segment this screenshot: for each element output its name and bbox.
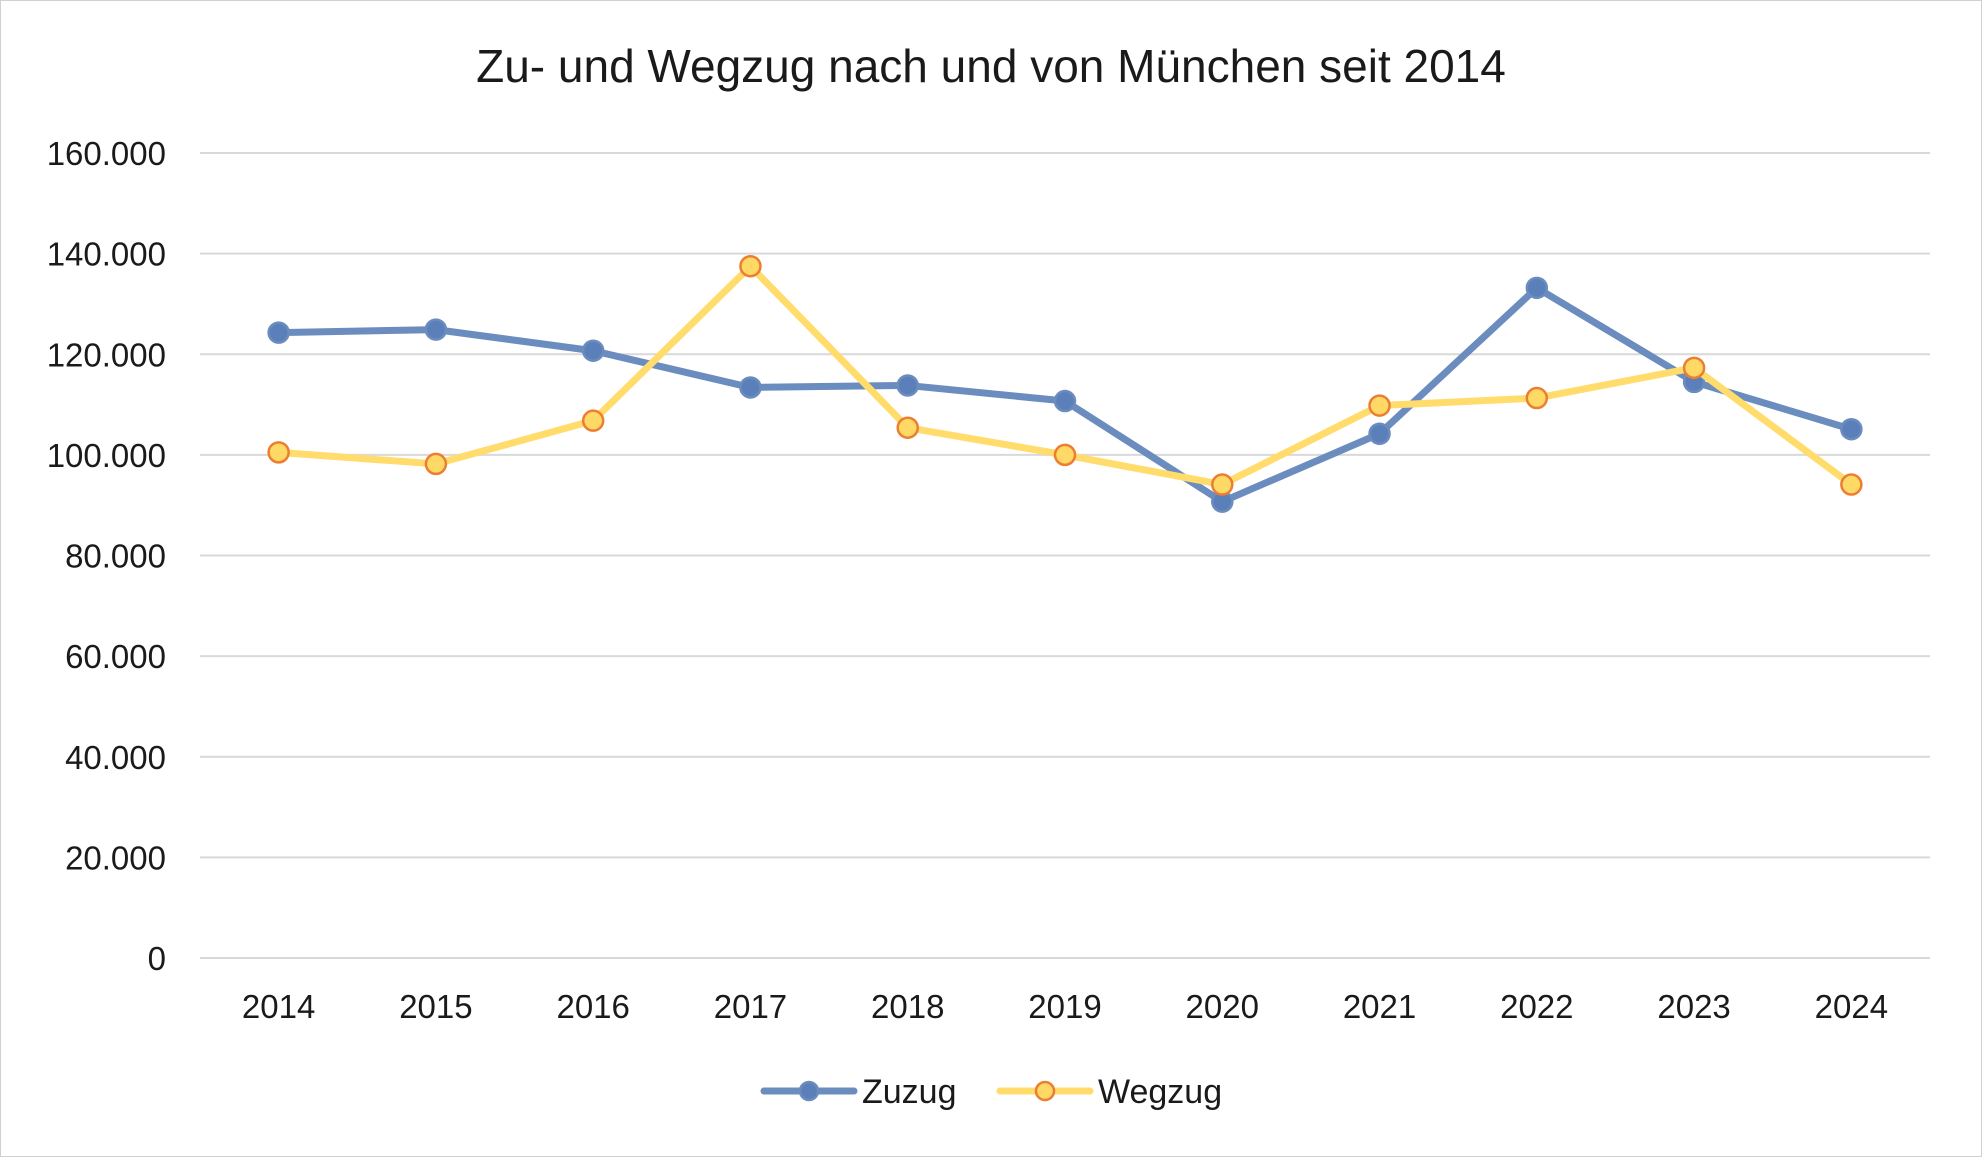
- x-tick-label: 2023: [1657, 988, 1730, 1025]
- legend-item-wegzug: Wegzug: [996, 1073, 1222, 1111]
- x-tick-label: 2015: [399, 988, 472, 1025]
- x-axis-ticks: 2014 2015 2016 2017 2018 2019 2020 2021 2022 2023…: [242, 988, 1888, 1025]
- x-tick-label: 2019: [1028, 988, 1101, 1025]
- data-point: [1368, 394, 1391, 417]
- y-tick-label: 0: [148, 940, 166, 977]
- series-zuzug: [267, 276, 1863, 513]
- data-point: [424, 452, 448, 476]
- data-point: [1840, 473, 1863, 496]
- legend-marker: [798, 1080, 820, 1102]
- x-tick-label: 2016: [556, 988, 629, 1025]
- data-point: [424, 318, 448, 341]
- y-tick-label: 160.000: [47, 135, 166, 172]
- legend-marker: [1034, 1080, 1056, 1102]
- y-tick-label: 40.000: [65, 739, 166, 776]
- data-point: [896, 416, 919, 439]
- chart-title: Zu- und Wegzug nach und von München seit…: [476, 40, 1506, 92]
- y-tick-label: 120.000: [47, 336, 166, 373]
- y-axis-ticks: 0 20.000 40.000 60.000 80.000 100.000 120.000 1…: [47, 135, 166, 977]
- data-point: [1211, 473, 1234, 496]
- x-tick-label: 2018: [871, 988, 944, 1025]
- x-tick-label: 2022: [1500, 988, 1573, 1025]
- x-tick-label: 2021: [1343, 988, 1416, 1025]
- y-tick-label: 80.000: [65, 538, 166, 575]
- data-point: [1053, 389, 1077, 413]
- y-tick-label: 60.000: [65, 638, 166, 675]
- x-tick-label: 2020: [1186, 988, 1259, 1025]
- gridlines: [200, 152, 1930, 959]
- data-point: [1053, 443, 1077, 467]
- x-tick-label: 2024: [1815, 988, 1888, 1025]
- series-lines: [267, 254, 1863, 513]
- y-tick-label: 20.000: [65, 839, 166, 876]
- data-point: [739, 254, 762, 278]
- data-point: [581, 409, 605, 432]
- data-point: [1682, 356, 1706, 380]
- data-point: [267, 321, 290, 344]
- x-tick-label: 2017: [714, 988, 787, 1025]
- data-point: [1368, 422, 1391, 445]
- legend: Zuzug Wegzug: [760, 1073, 1222, 1111]
- data-point: [896, 374, 919, 397]
- y-tick-label: 100.000: [47, 437, 166, 474]
- data-point: [581, 339, 605, 362]
- x-tick-label: 2014: [242, 988, 315, 1025]
- data-point: [1525, 276, 1549, 300]
- legend-item-zuzug: Zuzug: [760, 1073, 957, 1111]
- y-tick-label: 140.000: [47, 236, 166, 273]
- data-point: [1525, 386, 1549, 410]
- data-point: [1840, 417, 1863, 441]
- data-point: [739, 376, 762, 399]
- series-wegzug: [267, 254, 1863, 496]
- data-point: [267, 441, 290, 464]
- legend-label: Zuzug: [862, 1073, 957, 1111]
- legend-label: Wegzug: [1098, 1073, 1222, 1111]
